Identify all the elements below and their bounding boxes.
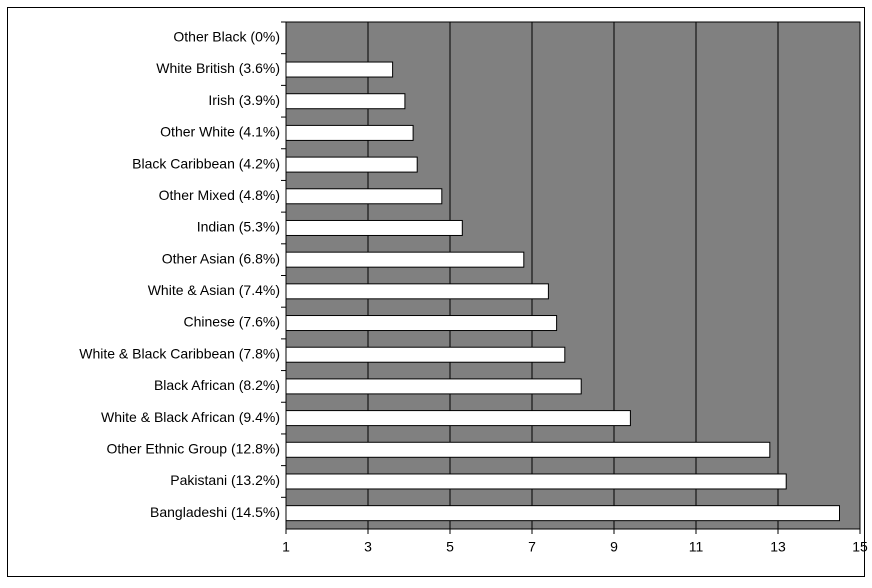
bar [286, 188, 443, 205]
y-tick-label: Other Black (0%) [173, 29, 280, 45]
x-tick-label: 5 [446, 539, 454, 555]
bar [286, 346, 566, 363]
y-tick-label: White British (3.6%) [156, 60, 280, 76]
y-tick-label: Black Caribbean (4.2%) [132, 155, 280, 171]
bar [286, 378, 582, 395]
bar [286, 315, 558, 332]
x-tick-label: 1 [282, 539, 290, 555]
bar [286, 441, 771, 458]
y-tick-label: Other Asian (6.8%) [162, 250, 280, 266]
y-tick-label: White & Asian (7.4%) [148, 282, 280, 298]
y-tick-label: Pakistani (13.2%) [170, 472, 280, 488]
y-tick-label: Black African (8.2%) [154, 377, 280, 393]
y-tick-label: Indian (5.3%) [197, 219, 280, 235]
bar [286, 61, 394, 78]
bars [286, 29, 840, 522]
y-tick-label: White & Black Caribbean (7.8%) [79, 345, 280, 361]
y-tick-label: Other Ethnic Group (12.8%) [106, 440, 280, 456]
bar [286, 93, 406, 110]
x-tick-label: 9 [610, 539, 618, 555]
x-tick-label: 3 [364, 539, 372, 555]
y-tick-label: Other Mixed (4.8%) [159, 187, 280, 203]
bar [286, 473, 787, 490]
y-tick-label: Irish (3.9%) [208, 92, 280, 108]
bar [286, 124, 414, 141]
x-tick-label: 13 [770, 539, 786, 555]
x-tick-label: 11 [689, 539, 704, 555]
y-tick-label: Chinese (7.6%) [184, 314, 281, 330]
x-tick-label: 7 [528, 539, 536, 555]
y-tick-label: Bangladeshi (14.5%) [150, 504, 280, 520]
x-tick-label: 15 [852, 539, 868, 555]
y-tick-label: White & Black African (9.4%) [101, 409, 280, 425]
bar [286, 156, 418, 173]
bar [286, 410, 631, 427]
bar [286, 251, 525, 268]
y-tick-label: Other White (4.1%) [160, 124, 280, 140]
bar [286, 283, 549, 300]
bar [286, 505, 840, 522]
bar [286, 219, 463, 236]
